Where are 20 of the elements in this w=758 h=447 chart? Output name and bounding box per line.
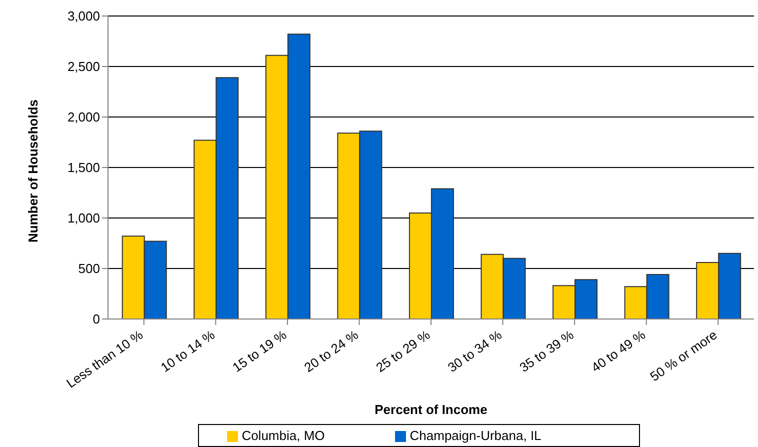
y-tick-label: 2,000: [67, 110, 100, 125]
y-tick-label: 2,500: [67, 59, 100, 74]
y-tick-label: 3,000: [67, 8, 100, 24]
x-tick-label: 20 to 24 %: [301, 326, 362, 376]
legend-label: Champaign-Urbana, IL: [410, 428, 542, 443]
x-tick-label: 50 % or more: [647, 327, 720, 384]
x-tick-label: 30 to 34 %: [444, 326, 505, 376]
x-tick-label: 40 to 49 %: [588, 326, 648, 376]
x-tick-label: Less than 10 %: [64, 326, 146, 391]
x-tick-label: 15 to 19 %: [230, 326, 290, 376]
legend-label: Columbia, MO: [242, 428, 325, 443]
x-axis-title: Percent of Income: [374, 402, 488, 417]
x-tick-label: 35 to 39 %: [516, 326, 577, 376]
y-tick-label: 500: [78, 261, 100, 276]
y-tick-label: 1,500: [67, 160, 100, 176]
y-tick-label: 0: [92, 312, 100, 327]
x-tick-label: 25 to 29 %: [373, 326, 434, 376]
y-axis-title: Number of Households: [26, 99, 41, 242]
x-tick-label: 10 to 14 %: [158, 326, 218, 376]
y-tick-label: 1,000: [67, 210, 100, 226]
